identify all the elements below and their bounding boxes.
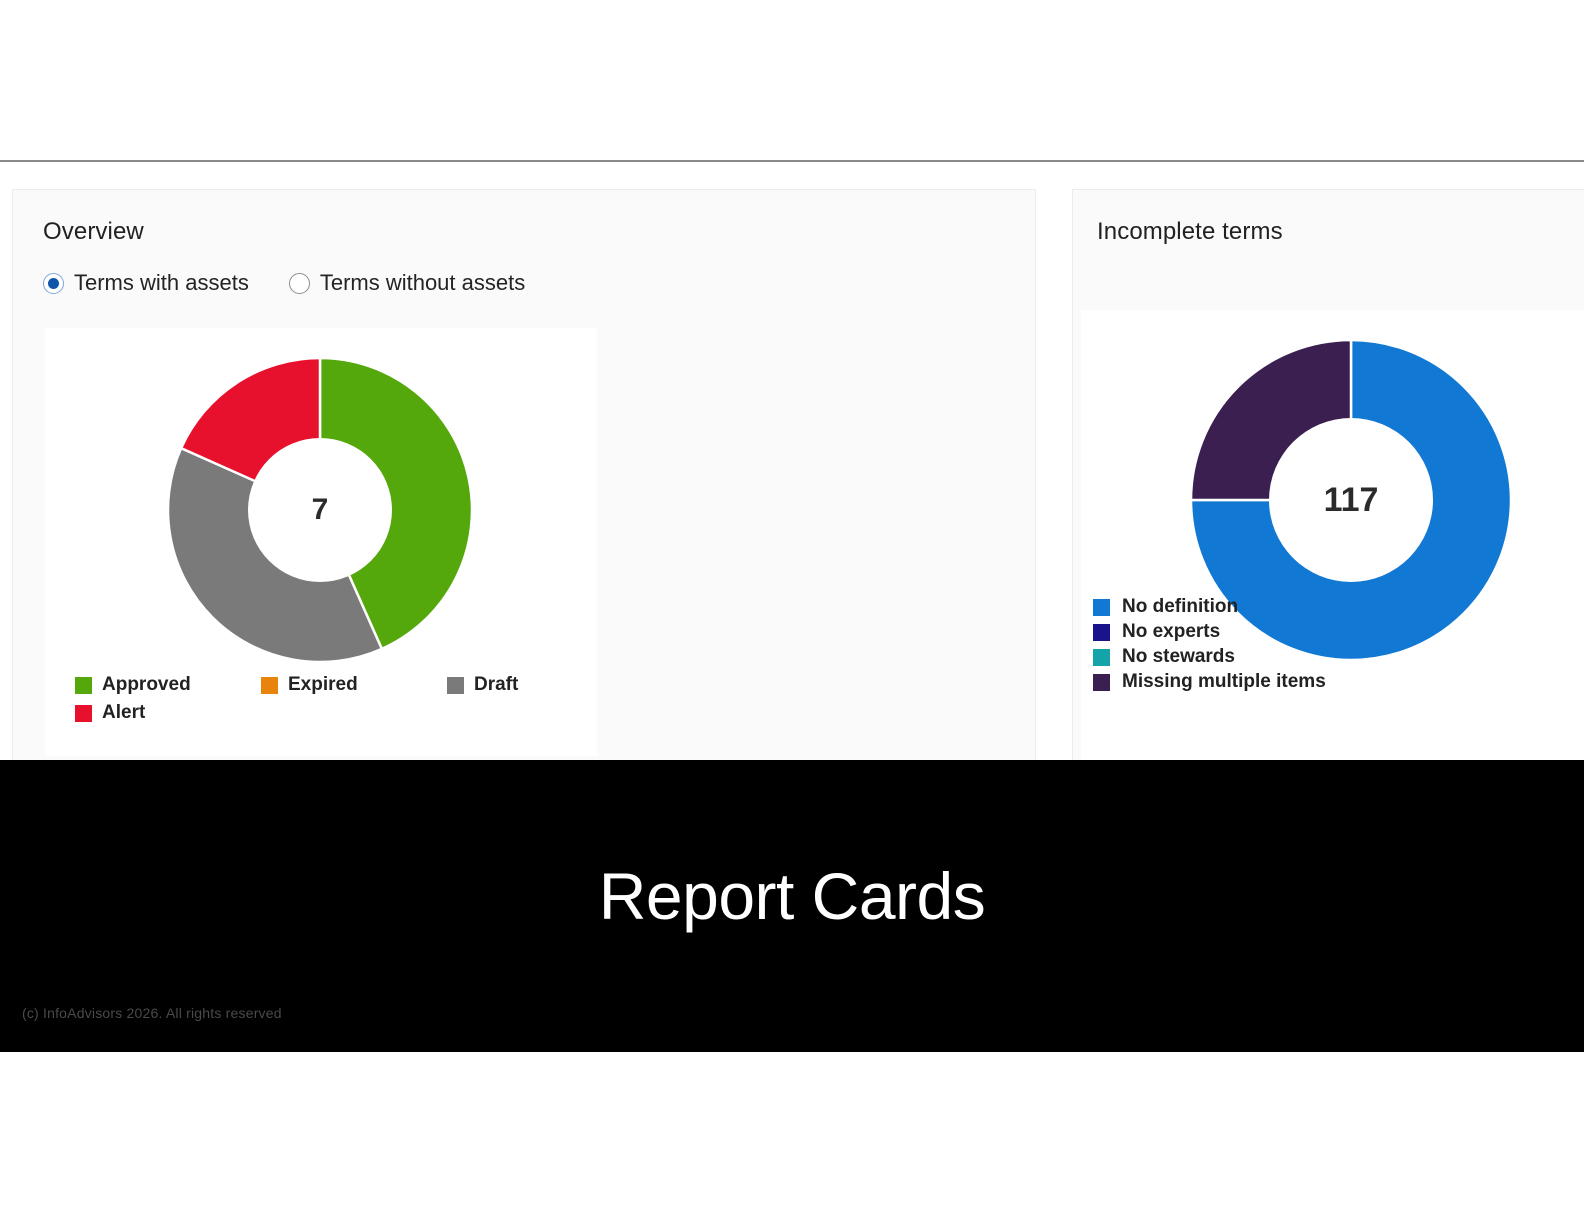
legend-swatch-approved-icon: [75, 676, 92, 694]
legend-item-no-definition[interactable]: No definition: [1093, 596, 1326, 618]
legend-label-expired: Expired: [288, 674, 358, 695]
incomplete-terms-card: Incomplete terms 117 No definition No ex…: [1072, 189, 1584, 762]
overview-chart-panel: 7 Approved Expired Draft Alert: [45, 328, 597, 756]
radio-option-terms-without-assets[interactable]: Terms without assets: [288, 270, 526, 296]
donut-slice[interactable]: [318, 356, 474, 651]
embedded-screenshot: Overview Terms with assets Terms without…: [0, 160, 1584, 762]
slide-bottom-margin: [0, 1052, 1584, 1224]
incomplete-donut-svg: [1189, 338, 1513, 662]
slide-title: Report Cards: [598, 859, 986, 933]
legend-label-missing-multiple-items: Missing multiple items: [1122, 671, 1326, 692]
radio-label-terms-without-assets: Terms without assets: [319, 270, 526, 295]
legend-item-no-stewards[interactable]: No stewards: [1093, 646, 1326, 668]
radio-label-terms-with-assets: Terms with assets: [74, 270, 249, 295]
overview-donut-svg: [166, 356, 474, 664]
legend-swatch-draft-icon: [447, 676, 464, 694]
legend-swatch-no-stewards-icon: [1093, 648, 1110, 666]
legend-item-missing-multiple-items[interactable]: Missing multiple items: [1093, 671, 1326, 693]
radio-button-unselected-icon[interactable]: [288, 272, 310, 294]
legend-label-no-stewards: No stewards: [1122, 646, 1235, 667]
overview-card: Overview Terms with assets Terms without…: [12, 189, 1036, 762]
legend-label-draft: Draft: [474, 674, 519, 695]
legend-item-alert[interactable]: Alert: [75, 702, 261, 724]
legend-swatch-alert-icon: [75, 704, 92, 722]
overview-donut-chart[interactable]: 7: [150, 340, 490, 680]
radio-option-terms-with-assets[interactable]: Terms with assets: [43, 270, 249, 296]
legend-item-no-experts[interactable]: No experts: [1093, 621, 1326, 643]
overview-card-title: Overview: [43, 218, 144, 245]
incomplete-legend: No definition No experts No stewards Mis…: [1093, 596, 1326, 696]
radio-button-selected-icon[interactable]: [43, 272, 64, 294]
legend-item-draft[interactable]: Draft: [447, 674, 567, 696]
legend-label-approved: Approved: [102, 674, 191, 695]
legend-label-no-experts: No experts: [1122, 621, 1221, 642]
slide-top-margin: [0, 0, 1584, 160]
legend-label-no-definition: No definition: [1122, 596, 1239, 617]
legend-item-expired[interactable]: Expired: [261, 674, 447, 696]
incomplete-donut-chart[interactable]: 117: [1181, 330, 1521, 670]
overview-legend: Approved Expired Draft Alert: [75, 674, 575, 730]
slide-footer-band: Report Cards (c) InfoAdvisors 2026. All …: [0, 760, 1584, 1052]
legend-label-alert: Alert: [102, 702, 146, 723]
legend-item-approved[interactable]: Approved: [75, 674, 261, 696]
copyright-notice: (c) InfoAdvisors 2026. All rights reserv…: [22, 1005, 282, 1021]
legend-swatch-expired-icon: [261, 676, 278, 694]
legend-swatch-missing-multiple-items-icon: [1093, 673, 1110, 691]
legend-swatch-no-definition-icon: [1093, 598, 1110, 616]
incomplete-chart-panel: 117 No definition No experts No stewards: [1081, 310, 1584, 762]
legend-swatch-no-experts-icon: [1093, 623, 1110, 641]
incomplete-terms-card-title: Incomplete terms: [1097, 218, 1283, 245]
terms-filter-radio-group: Terms with assets Terms without assets: [43, 270, 525, 296]
